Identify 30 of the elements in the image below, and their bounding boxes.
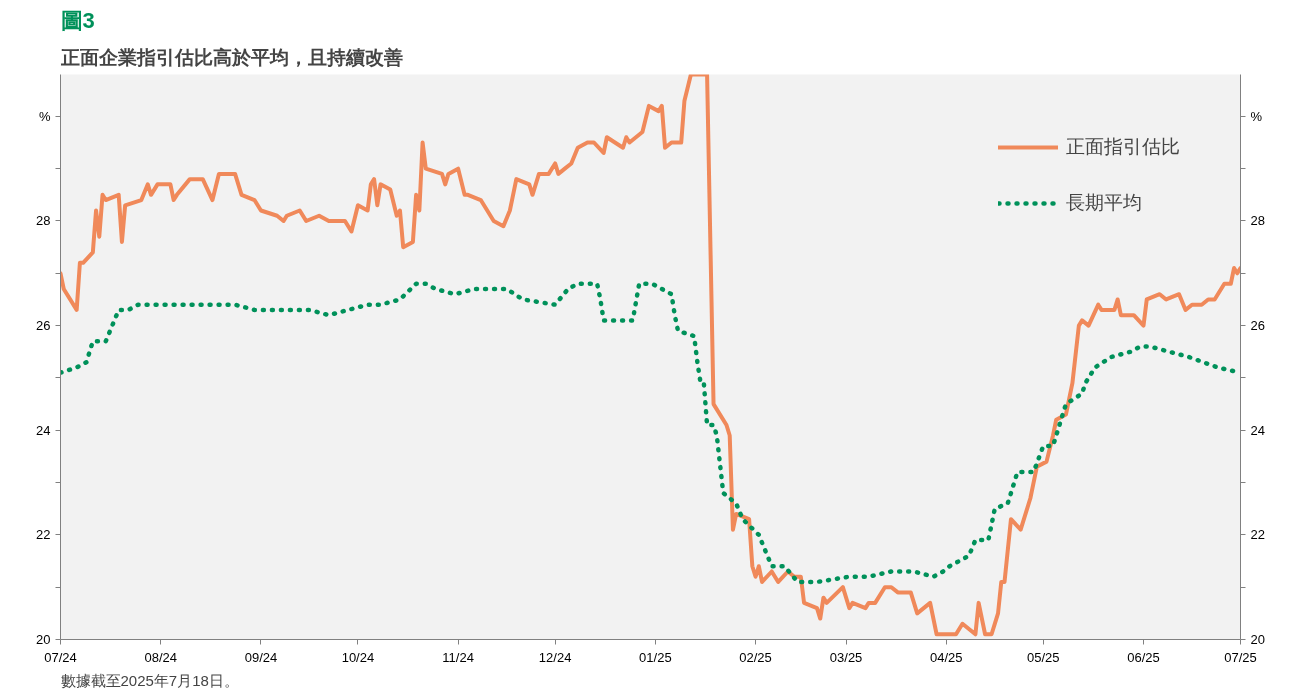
- legend-label: 正面指引估比: [1066, 134, 1180, 159]
- x-tick-label: 11/24: [442, 649, 474, 665]
- x-tick-label: 09/24: [244, 649, 278, 665]
- y-tick-label: 28: [36, 213, 51, 229]
- y2-tick-label: 22: [1250, 527, 1265, 543]
- y-tick-label: 26: [36, 318, 51, 334]
- chart-subtitle: 正面企業指引估比高於平均，且持續改善: [59, 46, 403, 68]
- text: 數據截至2025年7月18日。: [60, 671, 239, 689]
- x-tick-label: 01/25: [639, 649, 672, 665]
- x-tick-label: 07/25: [1224, 649, 1257, 665]
- y2-tick-label: 28: [1250, 213, 1265, 229]
- x-tick-label: 06/25: [1127, 649, 1160, 665]
- y-tick-label: 24: [36, 422, 51, 438]
- x-tick-label: 04/25: [930, 649, 963, 665]
- x-tick-label: 08/24: [144, 649, 177, 665]
- y2-tick-label: %: [1250, 108, 1263, 124]
- y-tick-label: %: [38, 108, 51, 124]
- y2-tick-label: 20: [1250, 632, 1265, 647]
- x-tick-label: 07/24: [44, 649, 77, 665]
- y2-tick-label: 24: [1250, 422, 1265, 438]
- y-tick-label: 22: [36, 527, 51, 543]
- chart-title: 圖3: [60, 7, 95, 33]
- y2-tick-label: 26: [1250, 318, 1265, 334]
- x-tick-label: 05/25: [1027, 649, 1060, 665]
- x-tick-label: 03/25: [829, 649, 863, 665]
- x-tick-label: 10/24: [341, 649, 375, 665]
- x-tick-label: 12/24: [538, 649, 572, 665]
- y-tick-label: 20: [36, 632, 51, 647]
- x-tick-label: 02/25: [739, 649, 772, 665]
- legend-label: 長期平均: [1066, 190, 1142, 215]
